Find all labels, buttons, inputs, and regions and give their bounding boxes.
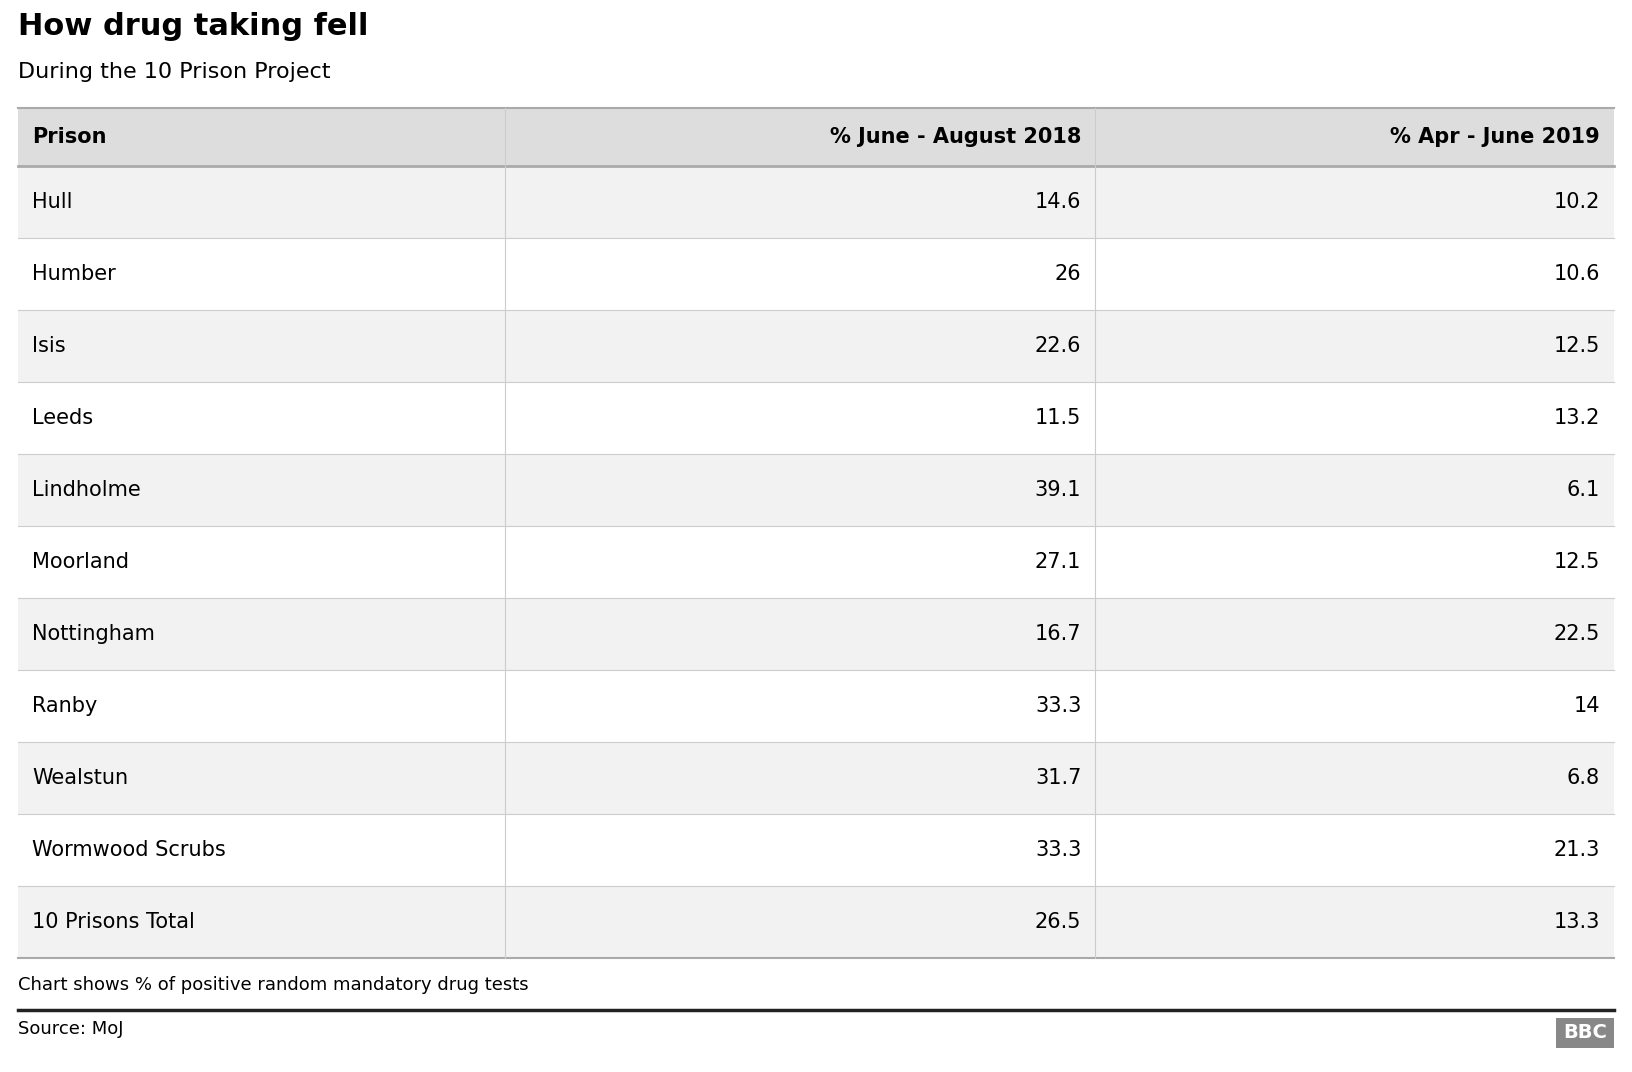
Text: 16.7: 16.7 <box>1035 624 1082 644</box>
Text: During the 10 Prison Project: During the 10 Prison Project <box>18 62 331 81</box>
Text: % Apr - June 2019: % Apr - June 2019 <box>1390 126 1599 147</box>
Bar <box>18 885 1614 958</box>
Bar <box>18 108 1614 166</box>
Bar <box>1555 1018 1614 1048</box>
Bar <box>18 166 1614 238</box>
Text: 14.6: 14.6 <box>1035 192 1082 212</box>
Text: 13.3: 13.3 <box>1554 912 1599 932</box>
Text: 10.2: 10.2 <box>1554 192 1599 212</box>
Text: Lindholme: Lindholme <box>33 480 140 500</box>
Text: 12.5: 12.5 <box>1554 552 1599 572</box>
Bar <box>18 814 1614 885</box>
Bar <box>18 598 1614 670</box>
Bar <box>18 310 1614 382</box>
Text: 26: 26 <box>1054 264 1082 284</box>
Text: Prison: Prison <box>33 126 106 147</box>
Bar <box>18 455 1614 526</box>
Text: Nottingham: Nottingham <box>33 624 155 644</box>
Text: 12.5: 12.5 <box>1554 336 1599 356</box>
Text: 13.2: 13.2 <box>1554 408 1599 428</box>
Text: 27.1: 27.1 <box>1035 552 1082 572</box>
Text: Leeds: Leeds <box>33 408 93 428</box>
Text: Wealstun: Wealstun <box>33 768 129 788</box>
Text: 22.5: 22.5 <box>1554 624 1599 644</box>
Text: How drug taking fell: How drug taking fell <box>18 12 369 41</box>
Text: 33.3: 33.3 <box>1035 840 1082 860</box>
Bar <box>18 526 1614 598</box>
Text: 6.8: 6.8 <box>1567 768 1599 788</box>
Text: 33.3: 33.3 <box>1035 696 1082 716</box>
Text: Wormwood Scrubs: Wormwood Scrubs <box>33 840 225 860</box>
Text: % June - August 2018: % June - August 2018 <box>831 126 1082 147</box>
Text: Hull: Hull <box>33 192 72 212</box>
Text: 21.3: 21.3 <box>1554 840 1599 860</box>
Text: Chart shows % of positive random mandatory drug tests: Chart shows % of positive random mandato… <box>18 976 529 994</box>
Bar <box>18 382 1614 455</box>
Bar <box>18 670 1614 742</box>
Text: Ranby: Ranby <box>33 696 98 716</box>
Text: 31.7: 31.7 <box>1035 768 1082 788</box>
Text: BBC: BBC <box>1563 1024 1608 1042</box>
Text: 39.1: 39.1 <box>1035 480 1082 500</box>
Text: 6.1: 6.1 <box>1567 480 1599 500</box>
Text: Moorland: Moorland <box>33 552 129 572</box>
Text: Humber: Humber <box>33 264 116 284</box>
Text: Source: MoJ: Source: MoJ <box>18 1019 124 1038</box>
Text: Isis: Isis <box>33 336 65 356</box>
Text: 11.5: 11.5 <box>1035 408 1082 428</box>
Bar <box>18 238 1614 310</box>
Bar <box>18 742 1614 814</box>
Text: 26.5: 26.5 <box>1035 912 1082 932</box>
Text: 14: 14 <box>1573 696 1599 716</box>
Text: 10.6: 10.6 <box>1554 264 1599 284</box>
Text: 10 Prisons Total: 10 Prisons Total <box>33 912 194 932</box>
Text: 22.6: 22.6 <box>1035 336 1082 356</box>
